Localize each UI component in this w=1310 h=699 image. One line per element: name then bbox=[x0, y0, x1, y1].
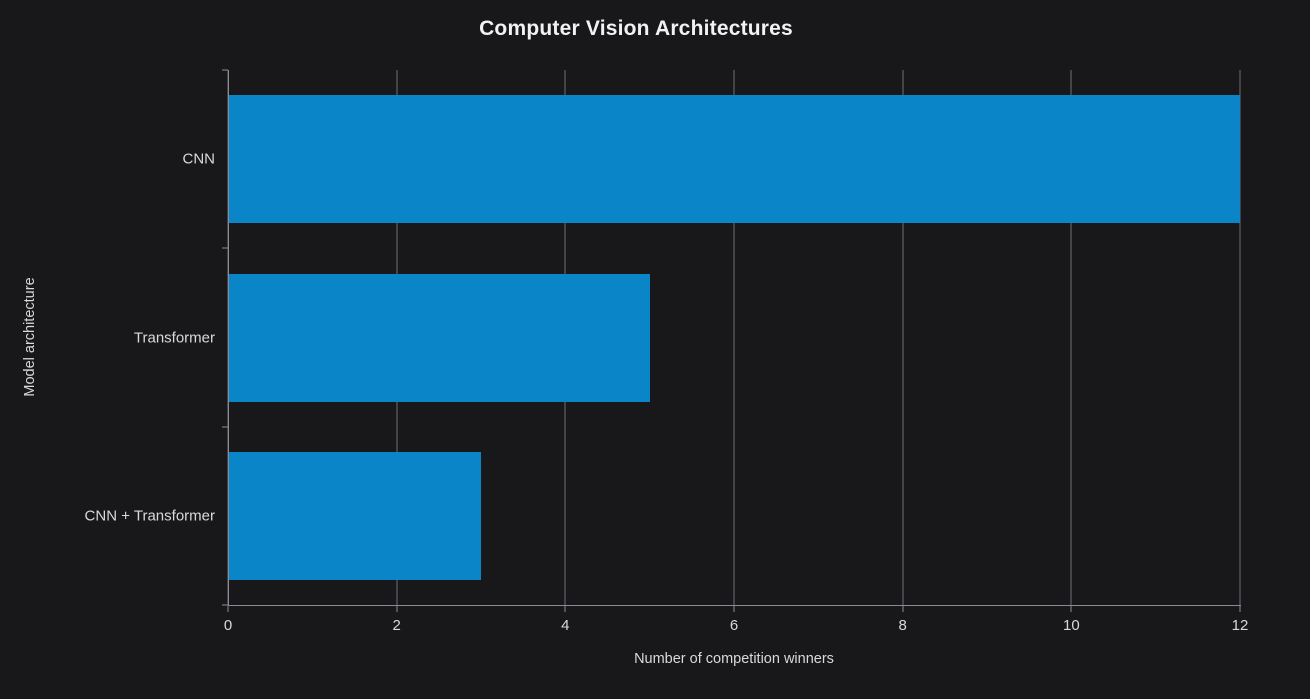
x-tick-mark bbox=[564, 606, 566, 612]
x-tick-label: 4 bbox=[561, 617, 570, 634]
y-tick-mark bbox=[222, 604, 228, 606]
bar-cnn bbox=[228, 95, 1240, 224]
gridline bbox=[902, 70, 904, 605]
x-axis-label: Number of competition winners bbox=[634, 651, 834, 667]
gridline bbox=[1070, 70, 1072, 605]
chart-title: Computer Vision Architectures bbox=[479, 17, 793, 40]
x-tick-label: 12 bbox=[1231, 617, 1249, 634]
x-tick-label: 2 bbox=[392, 617, 401, 634]
x-tick-label: 8 bbox=[898, 617, 907, 634]
gridline bbox=[1239, 70, 1241, 605]
x-tick-mark bbox=[227, 606, 229, 612]
x-tick-label: 0 bbox=[223, 617, 233, 634]
y-tick-label: CNN bbox=[182, 150, 216, 168]
x-tick-mark bbox=[733, 606, 735, 612]
x-tick-label: 6 bbox=[729, 617, 739, 634]
y-tick-mark bbox=[222, 247, 228, 249]
x-tick-label: 10 bbox=[1062, 617, 1080, 634]
bar-transformer bbox=[228, 273, 650, 402]
x-axis-line bbox=[228, 605, 1241, 606]
x-tick-mark bbox=[1070, 606, 1072, 612]
bar-cnn-transformer bbox=[228, 451, 481, 580]
y-tick-mark bbox=[222, 426, 228, 428]
y-tick-label: CNN + Transformer bbox=[84, 507, 215, 525]
x-tick-mark bbox=[1239, 606, 1241, 612]
y-tick-label: Transformer bbox=[133, 329, 215, 346]
x-tick-mark bbox=[902, 606, 904, 612]
gridline bbox=[733, 70, 735, 605]
x-tick-mark bbox=[396, 606, 398, 612]
y-axis-line bbox=[228, 70, 229, 606]
plot-area bbox=[227, 70, 1241, 605]
y-tick-mark bbox=[222, 69, 228, 71]
